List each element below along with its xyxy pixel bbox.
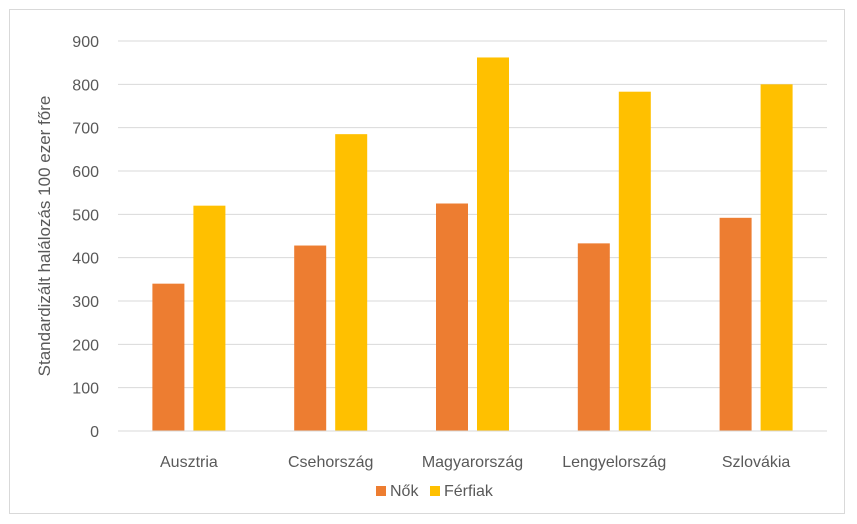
bar-nok [577, 243, 610, 431]
legend-swatch [430, 486, 440, 496]
y-tick-label: 200 [72, 337, 99, 354]
y-tick-label: 500 [72, 207, 99, 224]
y-tick-label: 800 [72, 77, 99, 94]
bar-nok [294, 245, 327, 431]
legend-label: Nők [390, 483, 419, 500]
y-tick-label: 400 [72, 251, 99, 268]
bar-ferfiak [477, 57, 509, 431]
y-tick-label: 600 [72, 164, 99, 181]
bar-nok [436, 203, 468, 431]
bar-ferfiak [335, 134, 368, 431]
bar-nok [152, 283, 185, 431]
legend-swatch [376, 486, 386, 496]
x-category-label: Magyarország [422, 454, 523, 471]
y-axis-ticks: 0 100 200 300 400 500 600 700 800 900 [72, 34, 99, 441]
x-category-label: Csehország [288, 454, 373, 471]
bar-nok [719, 217, 752, 431]
bar-ferfiak [193, 205, 226, 431]
bars [152, 57, 793, 431]
bar-ferfiak [618, 91, 651, 431]
legend-label: Férfiak [444, 483, 494, 500]
legend: Nők Férfiak [376, 483, 494, 500]
y-tick-label: 100 [72, 381, 99, 398]
y-tick-label: 300 [72, 294, 99, 311]
gridlines [118, 40, 827, 389]
x-category-label: Szlovákia [722, 454, 791, 471]
y-tick-label: 0 [90, 424, 99, 441]
y-tick-label: 700 [72, 121, 99, 138]
bar-ferfiak [760, 84, 793, 431]
x-category-label: Ausztria [160, 454, 218, 471]
chart-frame [9, 9, 845, 514]
x-category-label: Lengyelország [562, 454, 666, 471]
y-axis-label: Standardizált halálozás 100 ezer főre [35, 96, 54, 377]
x-axis-categories: Ausztria Csehország Magyarország Lengyelors… [160, 454, 790, 471]
y-tick-label: 900 [72, 34, 99, 51]
